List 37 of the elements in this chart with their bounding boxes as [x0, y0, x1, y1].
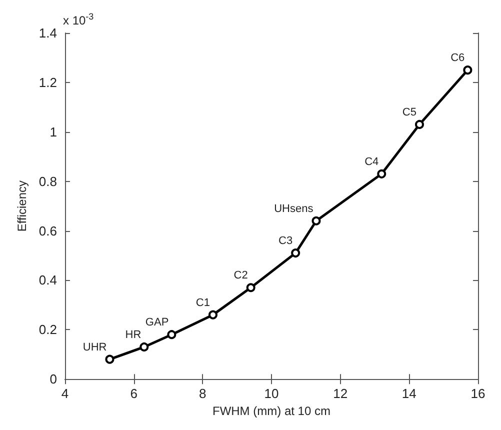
x-tick-label: 12 — [333, 386, 348, 402]
annotation: HR — [125, 328, 142, 341]
annotation: C4 — [364, 156, 379, 168]
annotation: UHR — [82, 341, 107, 354]
x-tick-label: 4 — [61, 386, 69, 402]
point — [377, 169, 386, 178]
annotation: UHsens — [274, 202, 314, 215]
annotation: GAP — [145, 316, 169, 329]
point — [208, 310, 218, 320]
y-tick-label: 1.4 — [38, 26, 57, 40]
annotation: C2 — [234, 270, 248, 282]
annotation: C5 — [402, 106, 416, 118]
point — [463, 66, 472, 75]
annotation: C3 — [278, 235, 293, 248]
y-tick-label: 0.2 — [38, 322, 57, 338]
point — [140, 342, 149, 352]
x-tick-label: 8 — [199, 386, 206, 402]
y-tick-label: 0.4 — [38, 272, 57, 288]
point — [414, 120, 424, 129]
x-tick-label: 10 — [264, 386, 279, 402]
y-tick-label: 1 — [50, 124, 57, 140]
y-tick-label: 0.6 — [38, 223, 57, 238]
y-axis-title: Efficiency — [15, 180, 29, 232]
annotation: C6 — [450, 52, 465, 64]
point — [312, 216, 321, 226]
y-tick-label: 1.2 — [38, 74, 57, 90]
x-axis-title: FWHM (mm) at 10 cm — [212, 404, 330, 418]
point — [291, 248, 300, 258]
annotation: C1 — [196, 296, 210, 309]
point — [246, 283, 256, 292]
x-tick-label: 14 — [402, 386, 416, 402]
point — [105, 354, 114, 364]
point — [167, 330, 176, 340]
x-tick-label: 16 — [470, 386, 486, 402]
y-tick-label: 0 — [50, 372, 57, 387]
x-tick-label: 6 — [130, 386, 138, 402]
y-tick-label: 0.8 — [38, 174, 57, 189]
